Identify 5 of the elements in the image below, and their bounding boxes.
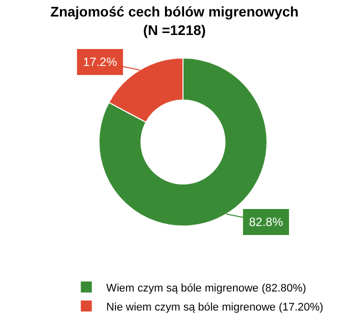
chart-title: Znajomość cech bólów migrenowych (N =1218) (50, 4, 299, 38)
data-label: 82.8% (249, 215, 284, 229)
data-label: 17.2% (83, 55, 118, 69)
legend-label: Nie wiem czym są bóle migrenowe (17.20%) (106, 301, 324, 314)
legend-label: Wiem czym są bóle migrenowe (82.80%) (106, 282, 306, 294)
